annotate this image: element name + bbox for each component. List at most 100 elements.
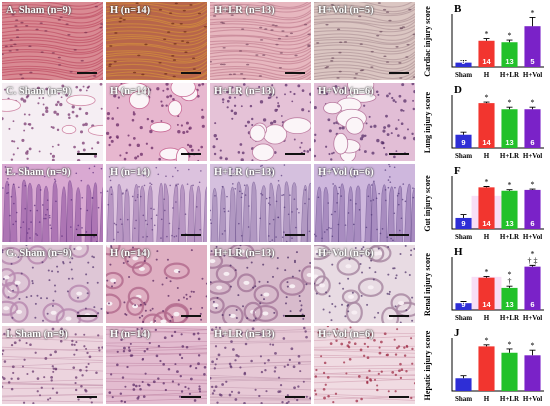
error-bar: [460, 375, 467, 379]
significance-marker: *: [531, 180, 535, 189]
tissue-micrograph: [210, 326, 311, 404]
error-bar: [529, 188, 536, 190]
x-tick-label: H: [484, 152, 490, 160]
x-tick-label: H: [484, 314, 490, 322]
histology-panel-gut: H+Vol (n=6): [314, 164, 415, 242]
scale-bar: [77, 234, 97, 236]
x-tick-label: H+Vol: [523, 395, 542, 403]
scale-bar: [285, 396, 305, 398]
chart-panel-letter: J: [454, 327, 460, 339]
bar-h-lr: [501, 42, 518, 67]
bar-h-lr: [501, 287, 518, 310]
significance-marker: *: [531, 341, 535, 350]
scale-bar: [181, 234, 201, 236]
tissue-micrograph: [106, 2, 207, 80]
bar-h-vol: [524, 189, 541, 229]
x-tick-label: Sham: [455, 314, 472, 322]
bar-n-label: 9: [461, 138, 465, 147]
panel-label: H (n=14): [110, 248, 151, 259]
error-bar: [460, 301, 467, 304]
bar-n-label: 9: [461, 300, 465, 309]
significance-marker: † ‡: [528, 256, 538, 265]
bar-h-lr: [501, 109, 518, 148]
panel-label: I. Sham (n=9): [6, 329, 68, 340]
error-bar: [529, 17, 536, 27]
histology-panel-liver: H+Vol (n=6): [314, 326, 415, 404]
bar-n-label: 13: [505, 57, 513, 66]
chart-panel-letter: H: [454, 246, 463, 258]
tissue-micrograph: [2, 83, 103, 161]
scale-bar: [181, 315, 201, 317]
error-bar: [483, 344, 490, 347]
bar-n-label: 5: [530, 57, 534, 66]
histology-panel-heart: H (n=14): [106, 2, 207, 80]
panel-label: E. Sham (n=9): [6, 167, 71, 178]
scale-bar: [389, 315, 409, 317]
tissue-micrograph: [314, 164, 415, 242]
bar-n-label: 14: [482, 138, 491, 147]
tissue-micrograph: [314, 2, 415, 80]
panel-label: H+Vol (n=5): [318, 5, 374, 16]
histology-panel-lung: H (n=14): [106, 83, 207, 161]
error-bar: [529, 349, 536, 356]
x-tick-label: Sham: [455, 395, 472, 403]
histology-panel-heart: H+LR (n=13): [210, 2, 311, 80]
significance-marker: *: [508, 31, 512, 40]
panel-label: H+LR (n=13): [214, 167, 275, 178]
x-tick-label: H+Vol: [523, 233, 542, 241]
error-bar: [460, 214, 467, 218]
bar-n-label: 14: [482, 219, 491, 228]
x-tick-label: H+LR: [500, 233, 520, 241]
bar-n-label: 6: [530, 219, 534, 228]
significance-marker: *: [531, 249, 535, 258]
bar-h-vol: [524, 355, 541, 391]
tissue-micrograph: [314, 245, 415, 323]
bar-h-vol: [524, 109, 541, 148]
error-bar: [506, 285, 513, 288]
bar-h: [478, 187, 495, 229]
tissue-micrograph: [314, 326, 415, 404]
significance-marker: †: [508, 277, 512, 286]
x-tick-label: Sham: [455, 152, 472, 160]
y-axis-label: Hepatic injury score: [423, 330, 432, 400]
bar-chart-J: J Hepatic injury score Sham * H * H+LR * H+Vol: [420, 326, 548, 404]
scale-bar: [389, 72, 409, 74]
scale-bar: [77, 72, 97, 74]
panel-label: H (n=14): [110, 86, 151, 97]
bar-chart-D: D Lung injury score 9 Sham * 14 H * 13 H+LR * 6 H+Vo…: [420, 83, 548, 161]
chart-panel-letter: D: [454, 84, 462, 96]
bar-chart-F: F Gut injury score 9 Sham * 14 H * 13 H+LR * 6 H+Vol: [420, 164, 548, 242]
scale-bar: [77, 153, 97, 155]
scale-bar: [77, 396, 97, 398]
bar-h: [478, 103, 495, 148]
error-bar: [506, 106, 513, 110]
scale-bar: [181, 396, 201, 398]
x-tick-label: H+Vol: [523, 314, 542, 322]
bar-n-label: 9: [461, 219, 465, 228]
tissue-micrograph: [210, 164, 311, 242]
scale-bar: [285, 315, 305, 317]
panel-label: H+LR (n=13): [214, 248, 275, 259]
scale-bar: [181, 72, 201, 74]
tissue-micrograph: [106, 326, 207, 404]
significance-marker: *: [485, 30, 489, 39]
x-tick-label: H+LR: [500, 395, 520, 403]
panel-label: H (n=14): [110, 329, 151, 340]
scale-bar: [389, 396, 409, 398]
scale-bar: [389, 153, 409, 155]
x-tick-label: H+Vol: [523, 71, 542, 79]
x-tick-label: H: [484, 395, 490, 403]
y-axis-label: Lung injury score: [423, 91, 432, 153]
histology-panel-lung: H+Vol (n=6): [314, 83, 415, 161]
significance-marker: *: [485, 178, 489, 187]
panel-label: H+Vol (n=6): [318, 86, 374, 97]
bar-sham: [455, 217, 472, 229]
histology-panel-heart: H+Vol (n=5): [314, 2, 415, 80]
bar-chart-B: B Cardiac injury score 9 Sham * 14 H * 13 H+LR * 5 H…: [420, 2, 548, 80]
error-bar: [506, 39, 513, 43]
bar-h-lr: [501, 352, 518, 391]
significance-marker: *: [485, 267, 489, 276]
bar-n-label: 14: [482, 300, 491, 309]
error-bar: [529, 264, 536, 267]
